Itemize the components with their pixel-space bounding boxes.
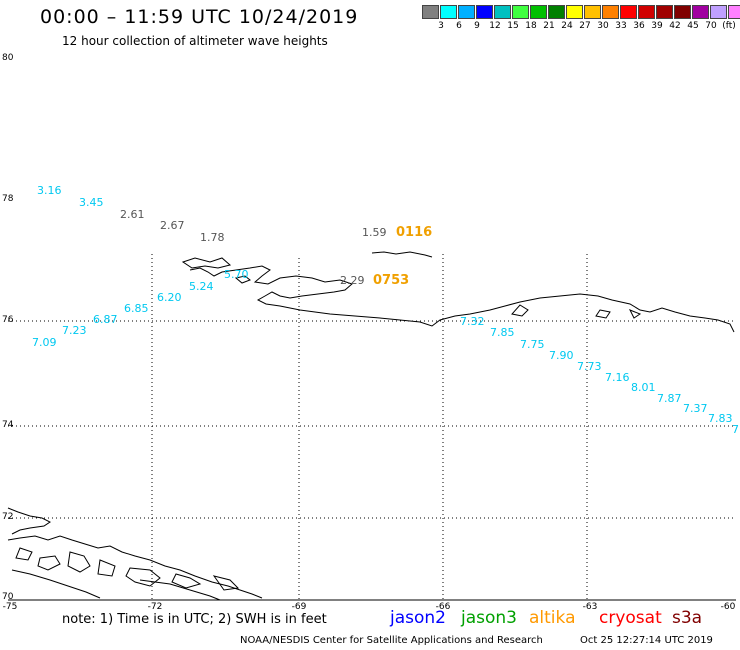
greenland-coastline — [181, 251, 735, 333]
scale-swatch — [728, 5, 740, 19]
scale-swatch — [512, 5, 529, 19]
scale-label: 33 — [615, 21, 627, 31]
scale-swatch — [584, 5, 601, 19]
scale-label: 36 — [633, 21, 645, 31]
wave-height-value: 3.45 — [79, 196, 104, 209]
wave-height-value: 2.61 — [120, 208, 145, 221]
scale-label: 42 — [669, 21, 681, 31]
scale-swatch — [710, 5, 727, 19]
color-scale-labels: 3 6 9 12 15 18 21 24 27 30 33 36 39 42 4… — [422, 21, 740, 35]
wave-height-value: 7.85 — [490, 326, 515, 339]
scale-label: 45 — [687, 21, 699, 31]
legend-altika: altika — [529, 608, 576, 628]
scale-swatch — [638, 5, 655, 19]
scale-swatch — [692, 5, 709, 19]
scale-swatch — [422, 5, 439, 19]
color-scale — [422, 5, 740, 19]
wave-height-value: 6.85 — [124, 302, 149, 315]
legend-jason2: jason2 — [390, 608, 446, 628]
scale-label: 27 — [579, 21, 591, 31]
scale-swatch — [440, 5, 457, 19]
legend-s3a: s3a — [672, 608, 703, 628]
wave-height-value: 6.87 — [93, 313, 118, 326]
lat-label: 78 — [2, 194, 14, 204]
scale-swatch — [602, 5, 619, 19]
wave-height-value: 7.83 — [708, 412, 733, 425]
scale-swatch — [458, 5, 475, 19]
scale-label: 39 — [651, 21, 663, 31]
scale-label: 18 — [525, 21, 537, 31]
pass-time-label: 0116 — [396, 225, 433, 240]
pass-time-label: 0753 — [373, 273, 410, 288]
lon-label: -60 — [720, 602, 736, 612]
wave-height-value: 2.29 — [340, 274, 365, 287]
wave-height-value: 7.75 — [520, 338, 545, 351]
baffin-coastline — [7, 507, 263, 601]
footnote: note: 1) Time is in UTC; 2) SWH is in fe… — [62, 612, 327, 627]
lat-label: 74 — [2, 420, 14, 430]
wave-height-value: 6.20 — [157, 291, 182, 304]
scale-label: 12 — [489, 21, 501, 31]
lon-label: -75 — [2, 602, 18, 612]
lon-label: -63 — [582, 602, 598, 612]
scale-label: 21 — [543, 21, 555, 31]
wave-height-value: 1.78 — [200, 231, 225, 244]
wave-height-value: 7.23 — [62, 324, 87, 337]
credit-text: NOAA/NESDIS Center for Satellite Applica… — [240, 635, 543, 646]
map-subtitle: 12 hour collection of altimeter wave hei… — [62, 34, 328, 48]
lon-label: -69 — [291, 602, 307, 612]
wave-height-value: 2.67 — [160, 219, 185, 232]
lat-label: 70 — [2, 592, 14, 602]
scale-swatch — [620, 5, 637, 19]
scale-swatch — [656, 5, 673, 19]
wave-height-value: 7.73 — [577, 360, 602, 373]
wave-height-value: 8.01 — [631, 381, 656, 394]
map-title: 00:00 – 11:59 UTC 10/24/2019 — [40, 6, 359, 28]
lat-label: 72 — [2, 512, 14, 522]
wave-height-value: 7.32 — [460, 315, 485, 328]
wave-height-value: 5.70 — [224, 268, 249, 281]
legend-cryosat: cryosat — [599, 608, 662, 628]
legend-jason3: jason3 — [461, 608, 517, 628]
wave-height-value: 7.16 — [605, 371, 630, 384]
scale-label: 15 — [507, 21, 519, 31]
scale-swatch — [674, 5, 691, 19]
lon-label: -66 — [435, 602, 451, 612]
scale-label: 6 — [456, 21, 462, 31]
lat-label: 80 — [2, 53, 14, 63]
wave-height-value: 7 — [732, 423, 739, 436]
wave-height-value: 7.09 — [32, 336, 57, 349]
wave-height-value: 3.16 — [37, 184, 62, 197]
scale-swatch — [494, 5, 511, 19]
wave-height-value: 1.59 — [362, 226, 387, 239]
wave-height-value: 5.24 — [189, 280, 214, 293]
wave-height-value: 7.37 — [683, 402, 708, 415]
scale-swatch — [548, 5, 565, 19]
scale-swatch — [476, 5, 493, 19]
wave-height-value: 7.90 — [549, 349, 574, 362]
scale-swatch — [530, 5, 547, 19]
scale-label: (ft) — [722, 21, 736, 31]
scale-label: 24 — [561, 21, 573, 31]
scale-label: 30 — [597, 21, 609, 31]
scale-swatch — [566, 5, 583, 19]
generated-timestamp: Oct 25 12:27:14 UTC 2019 — [580, 635, 713, 646]
lon-label: -72 — [147, 602, 163, 612]
graticule — [8, 254, 736, 600]
scale-label: 70 — [705, 21, 717, 31]
scale-label: 9 — [474, 21, 480, 31]
wave-height-value: 7.87 — [657, 392, 682, 405]
lat-label: 76 — [2, 315, 14, 325]
scale-label: 3 — [438, 21, 444, 31]
